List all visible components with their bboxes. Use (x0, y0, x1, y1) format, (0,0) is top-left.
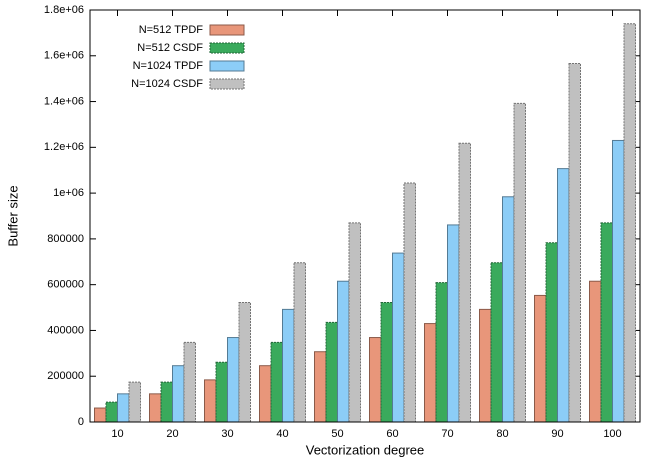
x-tick-label: 50 (331, 428, 343, 440)
bar (215, 361, 228, 423)
x-tick-label: 70 (441, 428, 453, 440)
x-tick-label: 30 (221, 428, 233, 440)
legend-swatch (209, 78, 245, 90)
bar (403, 182, 416, 423)
bar (589, 280, 602, 423)
bar (490, 262, 503, 423)
bar (282, 308, 295, 423)
x-axis-title: Vectorization degree (306, 442, 425, 457)
x-tick-label: 100 (603, 428, 621, 440)
bar (369, 337, 382, 423)
x-tick-label: 20 (166, 428, 178, 440)
y-tick-label: 1.2e+06 (44, 141, 84, 153)
bar (612, 139, 625, 423)
bar (204, 379, 217, 423)
bar (259, 365, 272, 423)
bar (568, 63, 581, 423)
x-tick-label: 40 (276, 428, 288, 440)
bar (600, 222, 613, 423)
bar (447, 224, 460, 423)
x-tick-label: 10 (111, 428, 123, 440)
x-tick-label: 80 (496, 428, 508, 440)
bar (380, 302, 393, 423)
plot-frame (89, 9, 641, 423)
y-tick-label: 1e+06 (53, 187, 84, 199)
bar (623, 23, 636, 423)
y-tick-label: 400000 (47, 324, 84, 336)
y-tick-label: 1.8e+06 (44, 4, 84, 16)
y-axis-title: Buffer size (5, 185, 20, 246)
bar (314, 351, 327, 423)
bar (94, 407, 107, 423)
legend-label: N=512 CSDF (137, 42, 203, 54)
bar (105, 401, 118, 423)
bar (348, 222, 361, 423)
legend-label: N=512 TPDF (139, 24, 204, 36)
legend-label: N=1024 CSDF (131, 78, 203, 90)
bar (238, 302, 251, 423)
bar (545, 242, 558, 423)
bar (227, 337, 240, 423)
bar (392, 252, 405, 423)
x-tick-label: 90 (551, 428, 563, 440)
y-tick-label: 1.4e+06 (44, 95, 84, 107)
legend-swatch (209, 24, 245, 36)
y-tick-label: 800000 (47, 233, 84, 245)
bar (325, 321, 338, 423)
bar (479, 308, 492, 423)
bar (117, 393, 130, 423)
bar (172, 365, 185, 423)
bar (513, 102, 526, 423)
x-tick-label: 60 (386, 428, 398, 440)
bar (557, 168, 570, 423)
bar (337, 280, 350, 423)
bar (424, 323, 437, 423)
bar (458, 142, 471, 423)
legend-label: N=1024 TPDF (133, 60, 204, 72)
bar (128, 381, 141, 423)
legend-swatch (209, 42, 245, 54)
y-tick-label: 0 (78, 416, 84, 428)
bar (160, 381, 173, 423)
bar (149, 393, 162, 423)
legend-swatch (209, 60, 245, 72)
y-tick-label: 1.6e+06 (44, 50, 84, 62)
bar (183, 341, 196, 423)
bar (534, 294, 547, 423)
y-tick-label: 200000 (47, 370, 84, 382)
bar (502, 196, 515, 423)
y-tick-label: 600000 (47, 279, 84, 291)
bar (293, 262, 306, 423)
bar (270, 341, 283, 423)
bar (435, 282, 448, 423)
